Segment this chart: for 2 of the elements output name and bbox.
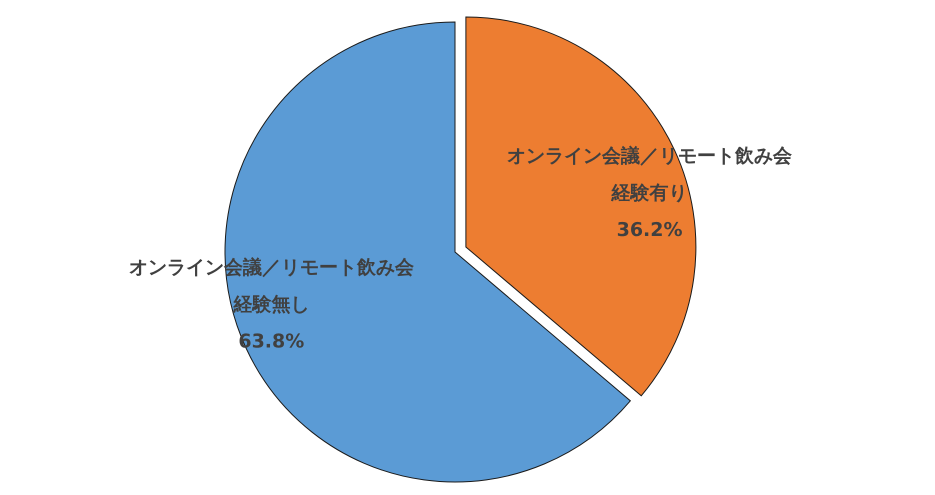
slice-label: オンライン会議／リモート飲み会経験有り: [507, 145, 794, 204]
data-label: 36.2%: [616, 219, 683, 242]
